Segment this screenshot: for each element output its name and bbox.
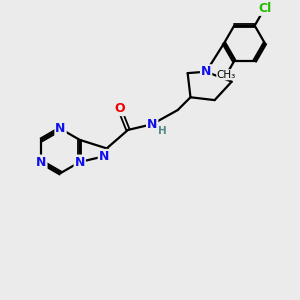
Text: N: N [99,150,109,163]
Text: N: N [55,122,66,135]
Text: CH₃: CH₃ [217,70,236,80]
Text: N: N [74,155,85,169]
Text: N: N [147,118,157,131]
Text: O: O [114,102,125,115]
Text: N: N [201,65,211,78]
Text: N: N [36,155,46,169]
Text: H: H [158,126,167,136]
Text: Cl: Cl [258,2,271,15]
